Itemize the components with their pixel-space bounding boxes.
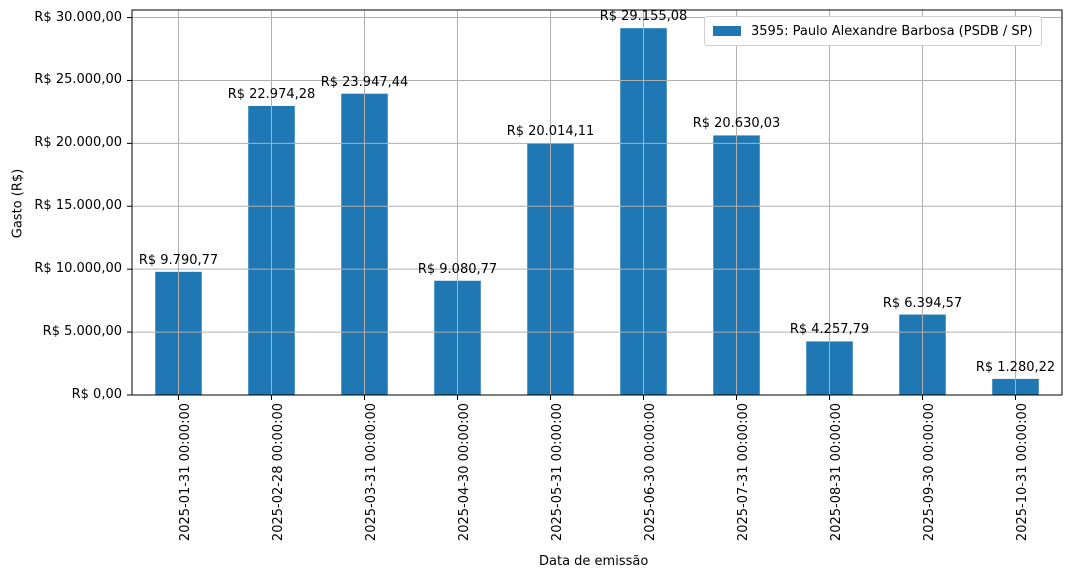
bar-value-label: R$ 22.974,28 — [227, 86, 316, 102]
bar-value-label: R$ 6.394,57 — [882, 295, 963, 311]
bar-value-label: R$ 29.155,08 — [599, 9, 688, 25]
x-tick-label: 2025-01-31 00:00:00 — [177, 403, 193, 542]
bar-value-label: R$ 9.080,77 — [417, 261, 498, 277]
x-tick-label: 2025-05-31 00:00:00 — [549, 403, 565, 542]
legend-label: 3595: Paulo Alexandre Barbosa (PSDB / SP… — [751, 23, 1033, 39]
legend-swatch — [713, 26, 741, 36]
x-tick-label: 2025-06-30 00:00:00 — [642, 403, 658, 542]
bar-value-label: R$ 23.947,44 — [320, 74, 409, 90]
x-tick-label: 2025-10-31 00:00:00 — [1014, 403, 1030, 542]
x-axis-label: Data de emissão — [539, 554, 649, 569]
x-tick-label: 2025-02-28 00:00:00 — [270, 403, 286, 542]
x-tick-label: 2025-08-31 00:00:00 — [828, 403, 844, 542]
y-tick-label: R$ 25.000,00 — [34, 72, 122, 88]
bar-value-label: R$ 20.630,03 — [692, 116, 781, 132]
y-tick-label: R$ 5.000,00 — [42, 324, 122, 340]
y-tick-label: R$ 20.000,00 — [34, 135, 122, 151]
y-tick-label: R$ 0,00 — [71, 387, 122, 402]
y-tick-label: R$ 10.000,00 — [34, 261, 122, 277]
legend: 3595: Paulo Alexandre Barbosa (PSDB / SP… — [704, 16, 1042, 46]
x-tick-label: 2025-09-30 00:00:00 — [921, 403, 937, 542]
bar-value-label: R$ 1.280,22 — [975, 359, 1056, 375]
y-tick-label: R$ 15.000,00 — [34, 198, 122, 214]
x-tick-label: 2025-04-30 00:00:00 — [456, 403, 472, 542]
bar-value-label: R$ 4.257,79 — [789, 322, 870, 338]
bar-value-label: R$ 20.014,11 — [506, 124, 595, 140]
x-tick-label: 2025-03-31 00:00:00 — [363, 403, 379, 542]
bar-value-label: R$ 9.790,77 — [138, 252, 219, 268]
y-axis-label: Gasto (R$) — [10, 168, 26, 239]
y-tick-label: R$ 30.000,00 — [34, 9, 122, 25]
x-tick-label: 2025-07-31 00:00:00 — [735, 403, 751, 542]
